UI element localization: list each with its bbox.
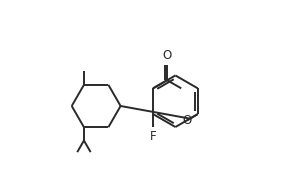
Text: O: O: [162, 49, 172, 62]
Text: O: O: [182, 114, 192, 127]
Text: F: F: [150, 130, 156, 143]
